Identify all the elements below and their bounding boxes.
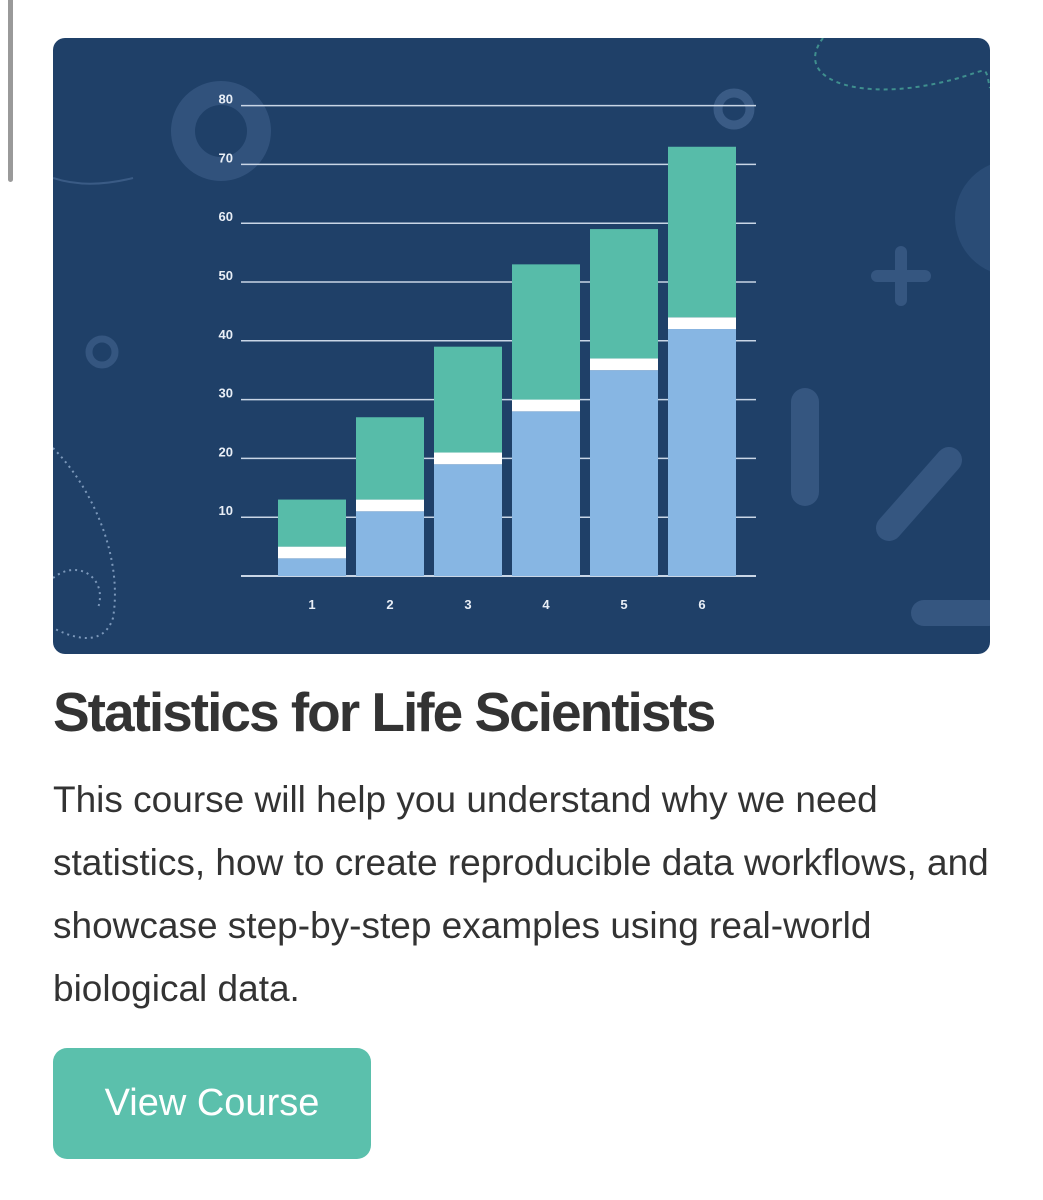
- x-tick-label: 2: [386, 597, 393, 612]
- bar-segment: [434, 464, 502, 576]
- bar-segment: [668, 317, 736, 330]
- bar-segment: [512, 411, 580, 576]
- x-tick-label: 5: [620, 597, 627, 612]
- scroll-indicator[interactable]: [8, 0, 13, 182]
- course-title[interactable]: Statistics for Life Scientists: [53, 681, 716, 743]
- bar-segment: [668, 329, 736, 576]
- bar-segment: [512, 264, 580, 400]
- y-tick-label: 60: [219, 209, 233, 224]
- bar-segment: [590, 229, 658, 359]
- bar-segment: [356, 499, 424, 512]
- bar-segment: [278, 499, 346, 547]
- bar-segment: [434, 346, 502, 453]
- x-tick-label: 3: [464, 597, 471, 612]
- y-tick-label: 50: [219, 268, 233, 283]
- bar-segment: [356, 417, 424, 500]
- y-tick-label: 80: [219, 92, 233, 107]
- x-tick-label: 6: [698, 597, 705, 612]
- bar-segment: [278, 546, 346, 559]
- bar-segment: [512, 399, 580, 412]
- bar-segment: [278, 558, 346, 576]
- bar-segment: [356, 511, 424, 576]
- bar-segment: [434, 452, 502, 465]
- y-tick-label: 10: [219, 503, 233, 518]
- bar-segment: [590, 370, 658, 576]
- view-course-button[interactable]: View Course: [53, 1048, 371, 1159]
- course-thumbnail[interactable]: 10 20 30 40 50 60 70 80 1 2 3 4 5 6: [53, 38, 990, 654]
- y-tick-label: 70: [219, 150, 233, 165]
- decorative-shapes: [53, 38, 990, 639]
- course-description: This course will help you understand why…: [53, 779, 989, 1009]
- x-tick-label: 1: [308, 597, 315, 612]
- bar-segment: [590, 358, 658, 371]
- bar-chart: 10 20 30 40 50 60 70 80 1 2 3 4 5 6: [53, 38, 990, 639]
- y-tick-label: 40: [219, 327, 233, 342]
- x-tick-label: 4: [542, 597, 550, 612]
- y-tick-label: 30: [219, 386, 233, 401]
- bar-segment: [668, 146, 736, 318]
- y-tick-label: 20: [219, 444, 233, 459]
